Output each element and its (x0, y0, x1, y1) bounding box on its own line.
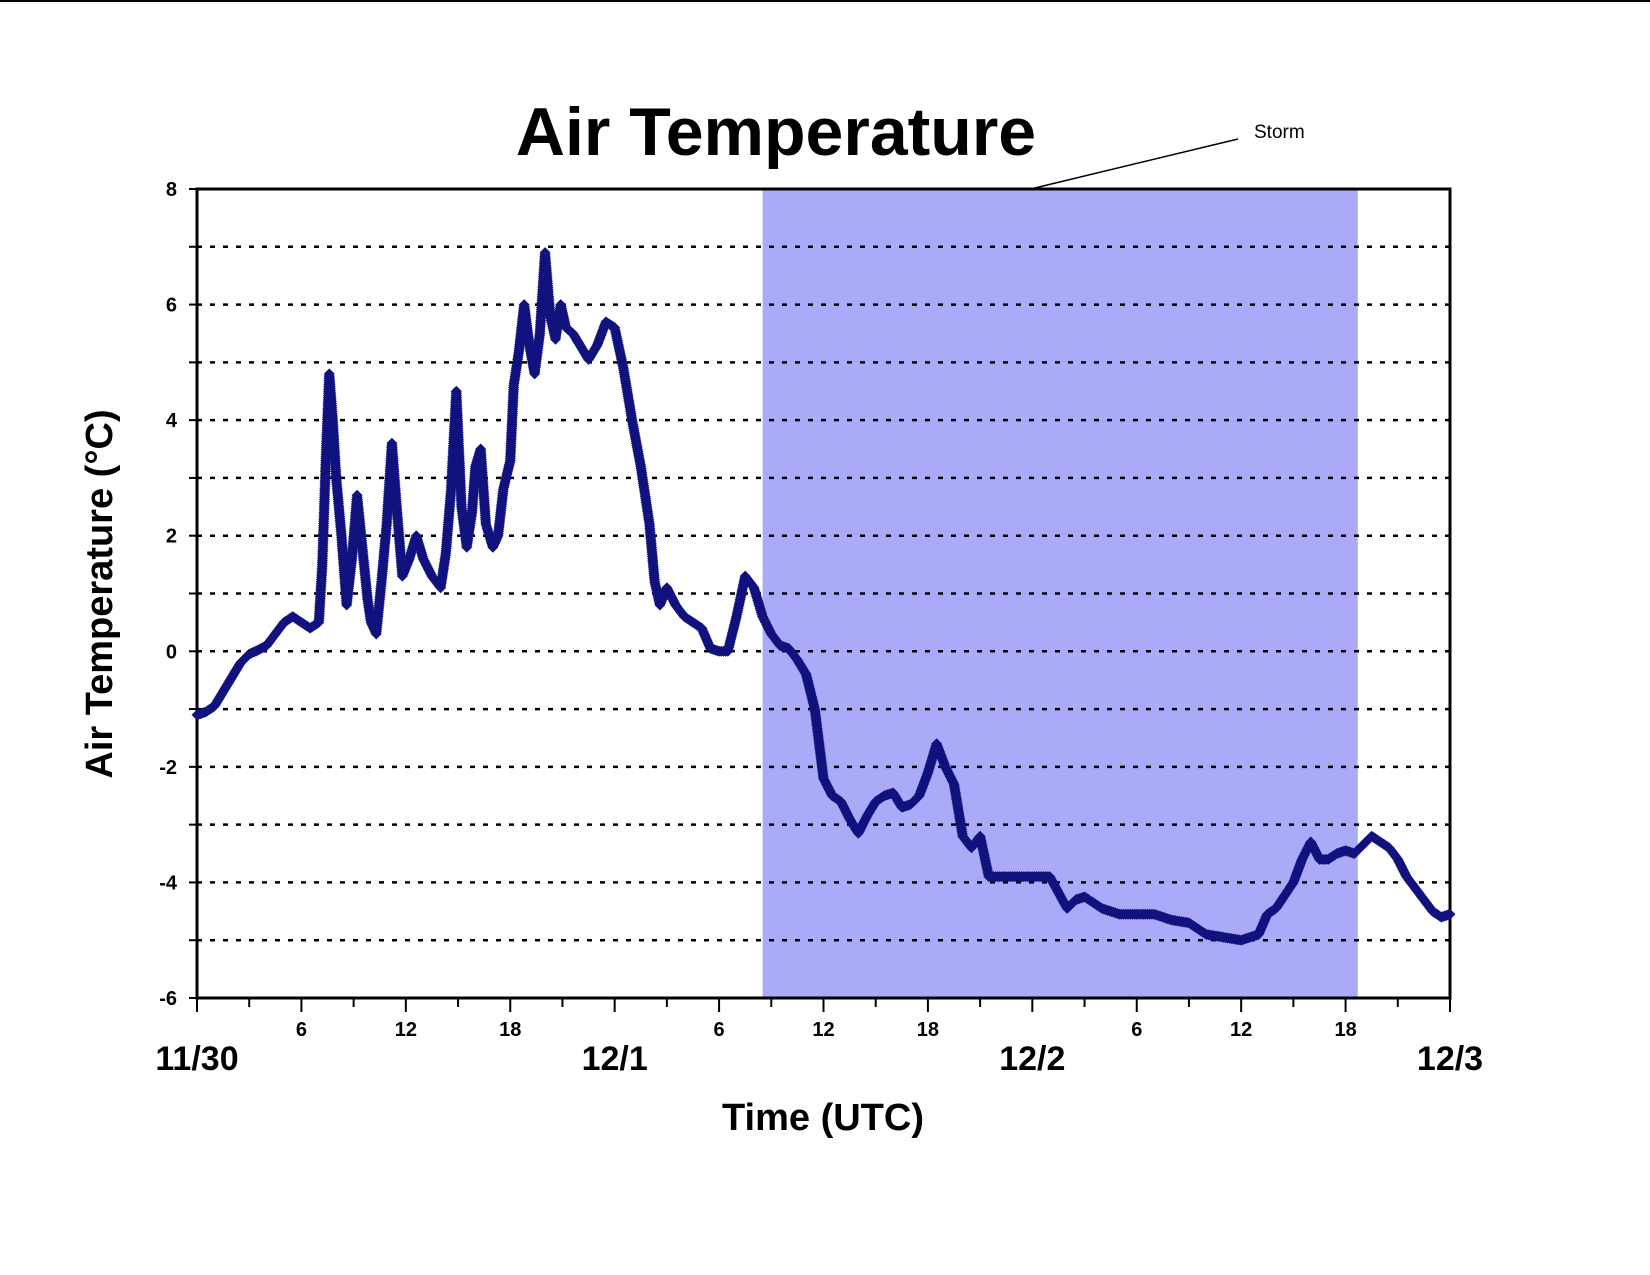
y-axis-title: Air Temperature (°C) (79, 409, 121, 778)
x-hour-label: 18 (1334, 1019, 1356, 1041)
y-tick-label: 6 (166, 295, 177, 317)
temperature-series (191, 247, 1456, 946)
x-hour-label: 12 (395, 1019, 417, 1041)
y-tick-label: 4 (166, 410, 178, 432)
x-hour-label: 18 (917, 1019, 939, 1041)
top-border-line (0, 0, 1650, 2)
gridlines (197, 245, 1450, 942)
chart-title: Air Temperature (516, 94, 1036, 170)
storm-annotation-line (1030, 138, 1239, 190)
y-axis-ticks: 8 6 4 2 0 -2 -4 -6 (159, 179, 197, 1010)
storm-annotation-label: Storm (1254, 122, 1305, 143)
y-tick-label: -2 (159, 757, 177, 779)
x-axis-ticks: 6 12 18 6 12 18 6 12 18 11/30 12/1 12/2 12/3 (155, 998, 1483, 1078)
x-axis-title: Time (UTC) (722, 1097, 924, 1139)
x-day-label: 11/30 (155, 1040, 238, 1078)
y-tick-label: -6 (159, 988, 177, 1010)
data-point (1444, 908, 1456, 920)
y-tick-label: -4 (159, 872, 178, 894)
x-hour-label: 18 (499, 1019, 521, 1041)
x-hour-label: 6 (714, 1019, 725, 1041)
x-day-label: 12/1 (582, 1040, 648, 1078)
y-tick-label: 8 (166, 179, 177, 201)
y-tick-label: 0 (166, 641, 177, 663)
y-tick-label: 2 (166, 526, 177, 548)
x-hour-label: 12 (1230, 1019, 1252, 1041)
x-hour-label: 6 (296, 1019, 307, 1041)
x-day-label: 12/2 (999, 1040, 1065, 1078)
x-hour-label: 12 (812, 1019, 834, 1041)
x-day-label: 12/3 (1417, 1040, 1483, 1078)
x-hour-label: 6 (1131, 1019, 1142, 1041)
